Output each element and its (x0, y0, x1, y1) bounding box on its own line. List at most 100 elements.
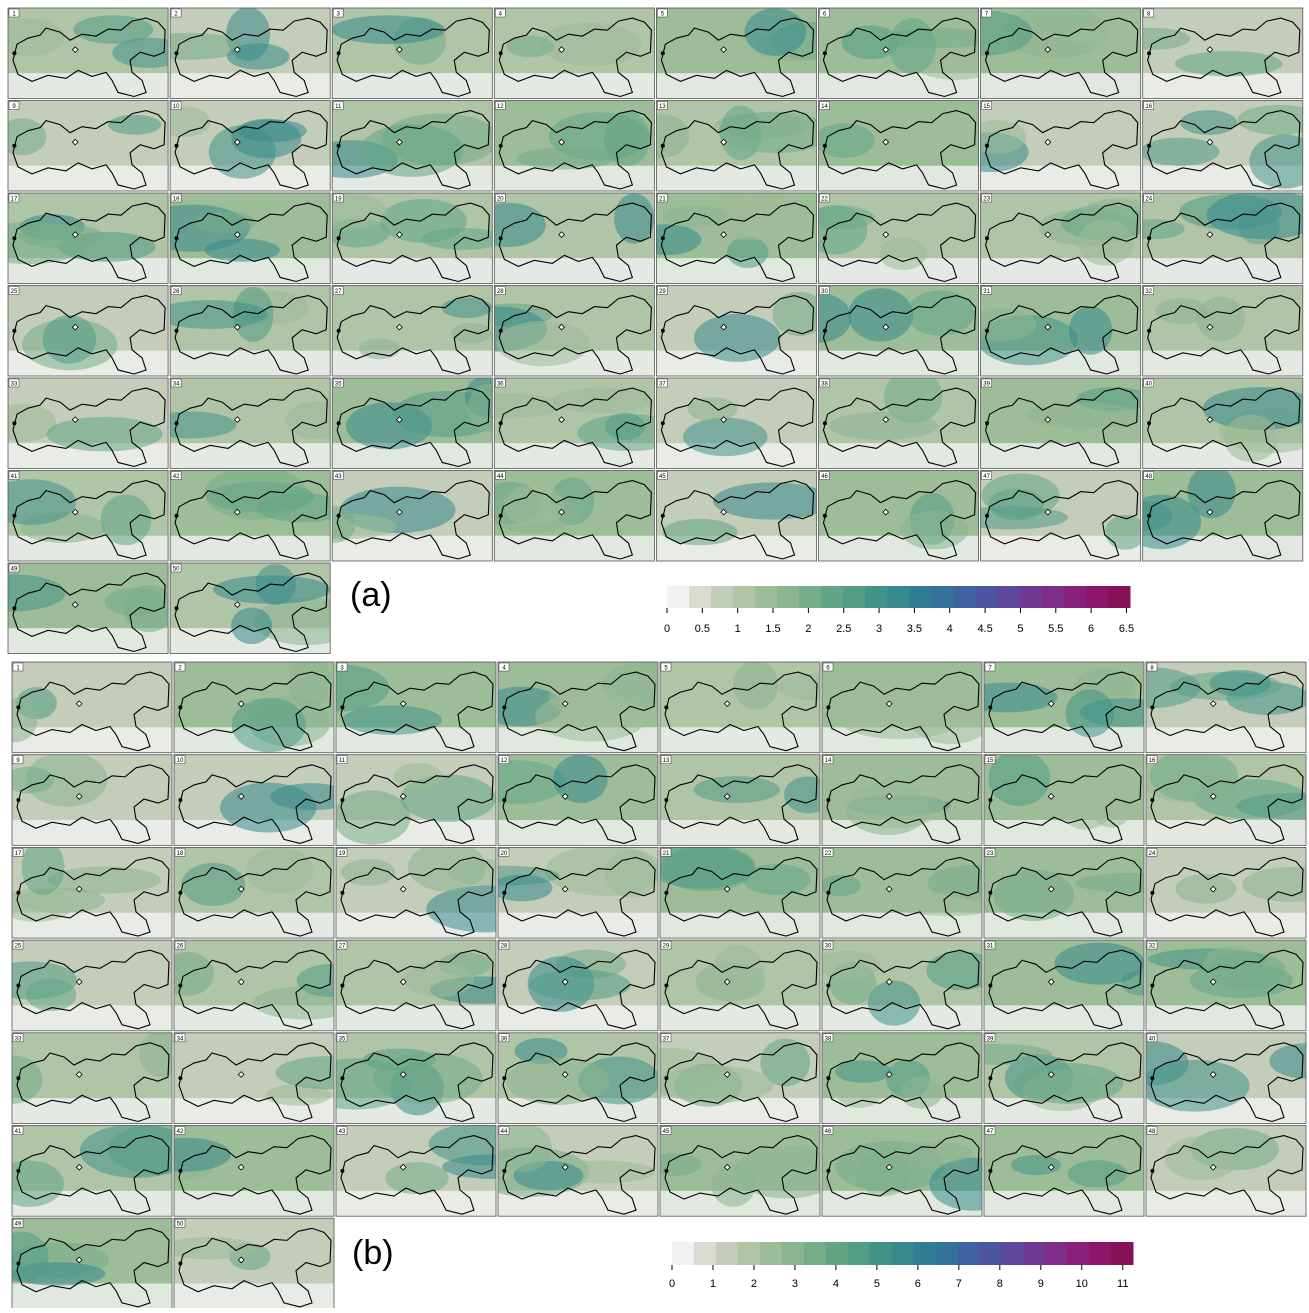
map-panel: 13 (635, 101, 831, 192)
station-dot (985, 144, 989, 148)
map-panel: 16 (1140, 750, 1309, 845)
station-dot (337, 236, 341, 240)
map-panel: 38 (819, 369, 979, 468)
figure: 1234567891011121314151617181920212223242… (0, 0, 1309, 1308)
station-dot (175, 421, 179, 425)
station-dot (823, 514, 827, 518)
shade-blob (380, 199, 467, 243)
panel-number: 11 (335, 104, 342, 110)
panel-number: 22 (825, 851, 832, 857)
panel-number: 39 (987, 1036, 994, 1042)
map-panel: 50 (161, 1218, 334, 1308)
map-panel: 39 (981, 378, 1150, 469)
station-dot (1150, 1169, 1154, 1173)
map-panel: 22 (802, 193, 978, 284)
station-dot (175, 236, 179, 240)
shade-blob (496, 321, 589, 366)
panel-number: 15 (983, 104, 990, 110)
colorbar-bin (777, 586, 800, 608)
map-panel: 49 (0, 1218, 180, 1308)
station-dot (16, 891, 20, 895)
panel-number: 26 (173, 289, 180, 295)
panel-number: 18 (177, 851, 184, 857)
station-dot (1147, 421, 1151, 425)
panel-number: 37 (659, 382, 666, 388)
shade-blob (840, 702, 958, 739)
shade-blob (900, 1076, 942, 1108)
shading (967, 935, 1163, 1031)
map-panel: 7 (954, 662, 1170, 753)
map-panel: 46 (819, 471, 979, 562)
map-panel: 2 (174, 655, 334, 753)
shading (1140, 101, 1309, 192)
station-dot (502, 705, 506, 709)
station-dot (502, 1076, 506, 1080)
station-dot (823, 329, 827, 333)
station-dot (823, 144, 827, 148)
shading (822, 662, 993, 753)
colorbar-bin (913, 1242, 935, 1265)
panel-number: 36 (501, 1036, 508, 1042)
station-dot (340, 891, 344, 895)
panel-number: 30 (825, 944, 832, 950)
map-panel: 3 (331, 8, 492, 99)
shade-blob (408, 842, 487, 891)
panel-number: 32 (1145, 289, 1152, 295)
panel-number: 23 (983, 197, 990, 203)
shade-blob (553, 388, 652, 414)
colorbar-tick-label: 5 (1017, 623, 1023, 635)
map-panel: 34 (144, 378, 346, 469)
colorbar-bin (865, 586, 888, 608)
colorbar-bin (910, 586, 933, 608)
shading (660, 755, 832, 846)
map-panel: 10 (174, 755, 351, 846)
station-dot (16, 798, 20, 802)
panel-number: 34 (173, 382, 180, 388)
shade-blob (196, 211, 255, 233)
station-dot (985, 51, 989, 55)
station-dot (337, 144, 341, 148)
colorbar-bin (843, 586, 866, 608)
map-panel: 48 (1146, 1126, 1306, 1217)
station-dot (664, 1076, 668, 1080)
colorbar-bin (1001, 1242, 1023, 1265)
colorbar-tick-label: 8 (997, 1278, 1003, 1290)
station-dot (178, 1169, 182, 1173)
station-dot (664, 1169, 668, 1173)
map-panel: 30 (814, 940, 996, 1031)
colorbar-bin (826, 1242, 848, 1265)
panel-number: 26 (177, 944, 184, 950)
map-panel: 21 (649, 844, 820, 938)
panel-number: 10 (173, 104, 180, 110)
panel-number: 49 (15, 1222, 22, 1228)
shade-blob (181, 863, 245, 906)
panel-number: 46 (825, 1129, 832, 1135)
shade-blob (1140, 1060, 1250, 1112)
station-dot (823, 421, 827, 425)
station-dot (826, 798, 830, 802)
station-dot (16, 983, 20, 987)
map-panel: 38 (822, 1033, 982, 1124)
station-dot (1150, 891, 1154, 895)
colorbar-bin (1089, 1242, 1111, 1265)
map-panel: 21 (632, 193, 817, 284)
colorbar-bin (1023, 1242, 1045, 1265)
station-dot (1150, 1076, 1154, 1080)
colorbar-tick-label: 9 (1038, 1278, 1044, 1290)
colorbar-bin (935, 1242, 957, 1265)
map-panel: 9 (0, 101, 168, 192)
colorbar-tick-label: 11 (1117, 1278, 1128, 1290)
shading (174, 755, 351, 846)
map-panel: 23 (981, 193, 1159, 284)
shade-blob (220, 783, 316, 833)
shading (981, 193, 1159, 284)
station-dot (178, 798, 182, 802)
station-dot (337, 329, 341, 333)
panel-grid: 1234567891011121314151617181920212223242… (0, 655, 1309, 1308)
panel-number: 35 (335, 382, 342, 388)
colorbar-bin (821, 586, 844, 608)
colorbar-bin (976, 586, 999, 608)
map-panel: 10 (156, 101, 330, 192)
figure-label: (a) (350, 576, 392, 614)
colorbar-bin (870, 1242, 892, 1265)
